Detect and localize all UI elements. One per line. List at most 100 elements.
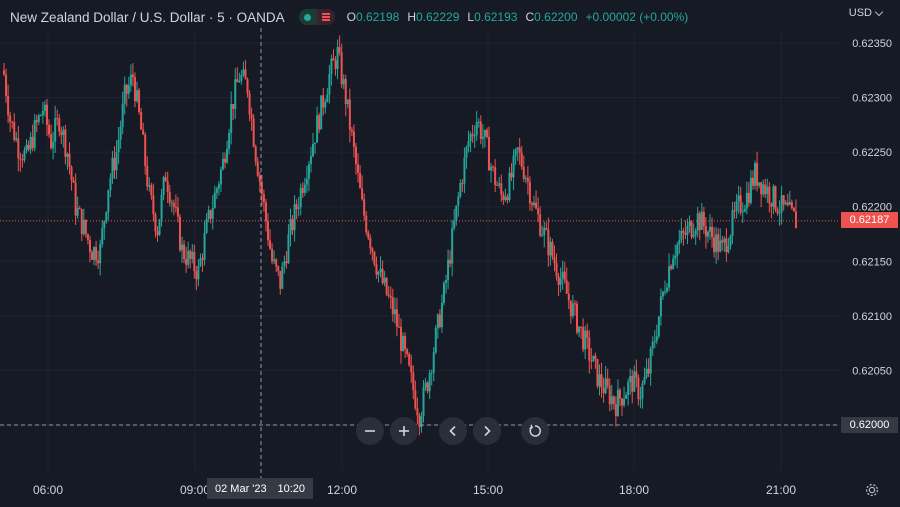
candle-up (706, 231, 709, 237)
candle-down (185, 258, 188, 265)
candle-down (125, 84, 128, 94)
candle-up (111, 157, 114, 179)
candle-down (156, 231, 159, 236)
candle-down (269, 240, 272, 249)
ohlc-low: L0.62193 (467, 10, 518, 24)
candle-up (719, 240, 722, 252)
candle-down (416, 408, 419, 416)
candle-up (676, 244, 679, 256)
scroll-left-button[interactable] (439, 417, 467, 445)
candle-up (115, 152, 118, 171)
scroll-right-button[interactable] (473, 417, 501, 445)
candle-up (715, 234, 718, 253)
candle-up (694, 230, 697, 235)
candle-down (369, 238, 372, 249)
candle-up (653, 341, 656, 343)
candle-down (334, 60, 337, 70)
candle-down (395, 309, 398, 327)
candle-up (342, 78, 345, 85)
zoom-out-button[interactable] (356, 417, 384, 445)
market-status-toggle[interactable] (298, 9, 335, 25)
candle-up (651, 341, 654, 349)
candle-up (749, 177, 752, 203)
candle-down (58, 118, 61, 132)
candle-up (639, 398, 642, 400)
candle-up (121, 103, 124, 128)
candle-down (555, 263, 558, 277)
candle-down (367, 232, 370, 239)
candle-up (379, 268, 382, 272)
candle-up (240, 75, 243, 81)
candle-down (426, 382, 429, 392)
candle-down (250, 114, 253, 119)
candle-down (596, 358, 599, 387)
candle-up (780, 195, 783, 213)
candle-down (359, 172, 362, 189)
candle-up (226, 148, 229, 163)
candle-up (93, 247, 96, 260)
candle-up (207, 210, 210, 220)
candle-down (301, 187, 304, 193)
candle-down (510, 172, 513, 178)
candle-down (7, 96, 10, 116)
candle-up (672, 258, 675, 269)
candle-down (332, 58, 335, 61)
candle-down (387, 294, 390, 296)
candle-up (424, 382, 427, 388)
ohlc-legend: O0.62198 H0.62229 L0.62193 C0.62200 +0.0… (347, 10, 689, 24)
candle-down (224, 158, 227, 163)
candle-down (344, 78, 347, 105)
candle-down (487, 136, 490, 171)
currency-selector[interactable]: USD (849, 7, 884, 19)
candle-down (164, 177, 167, 182)
candle-down (528, 181, 531, 204)
candle-up (668, 266, 671, 288)
candle-down (166, 181, 169, 192)
candle-up (66, 153, 69, 157)
candle-up (709, 226, 712, 232)
zoom-in-button[interactable] (390, 417, 418, 445)
candle-down (608, 385, 611, 405)
candle-down (381, 268, 384, 284)
candle-up (41, 110, 44, 116)
candle-up (512, 155, 515, 178)
candle-down (246, 79, 249, 94)
crosshair-price-badge: 0.62000 (841, 417, 898, 433)
settings-gear-icon[interactable] (864, 482, 880, 498)
symbol-title[interactable]: New Zealand Dollar / U.S. Dollar · 5 · O… (10, 9, 285, 25)
candle-down (492, 166, 495, 168)
candle-down (526, 177, 529, 182)
candle-down (322, 95, 325, 108)
candle-up (15, 138, 18, 140)
candle-up (604, 378, 607, 394)
candle-down (600, 374, 603, 388)
candle-up (649, 348, 652, 374)
candle-down (647, 368, 650, 374)
price-axis[interactable]: 0.62350 0.62300 0.62250 0.62200 0.62150 0.621… (852, 38, 892, 432)
candle-up (422, 387, 425, 416)
ohlc-close: C0.62200 (525, 10, 578, 24)
reset-chart-button[interactable] (521, 417, 549, 445)
candle-down (113, 157, 116, 171)
candle-down (586, 330, 589, 338)
ohlc-high: H0.62229 (407, 10, 460, 24)
candle-down (790, 202, 793, 208)
candle-up (490, 166, 493, 171)
candle-up (680, 230, 683, 240)
candle-up (758, 182, 761, 186)
candle-down (418, 415, 421, 428)
candle-up (504, 196, 507, 201)
candle-down (354, 146, 357, 165)
candle-up (625, 394, 628, 399)
candle-down (684, 232, 687, 235)
candle-up (217, 184, 220, 189)
candle-down (60, 131, 63, 136)
candle-down (496, 184, 499, 186)
candle-down (266, 221, 269, 241)
candle-down (146, 165, 149, 187)
candle-up (377, 271, 380, 275)
time-axis[interactable]: 06:00 09:00 12:00 15:00 18:00 21:00 (33, 483, 796, 497)
candle-down (9, 115, 12, 122)
candle-up (514, 149, 517, 156)
candle-up (616, 389, 619, 416)
